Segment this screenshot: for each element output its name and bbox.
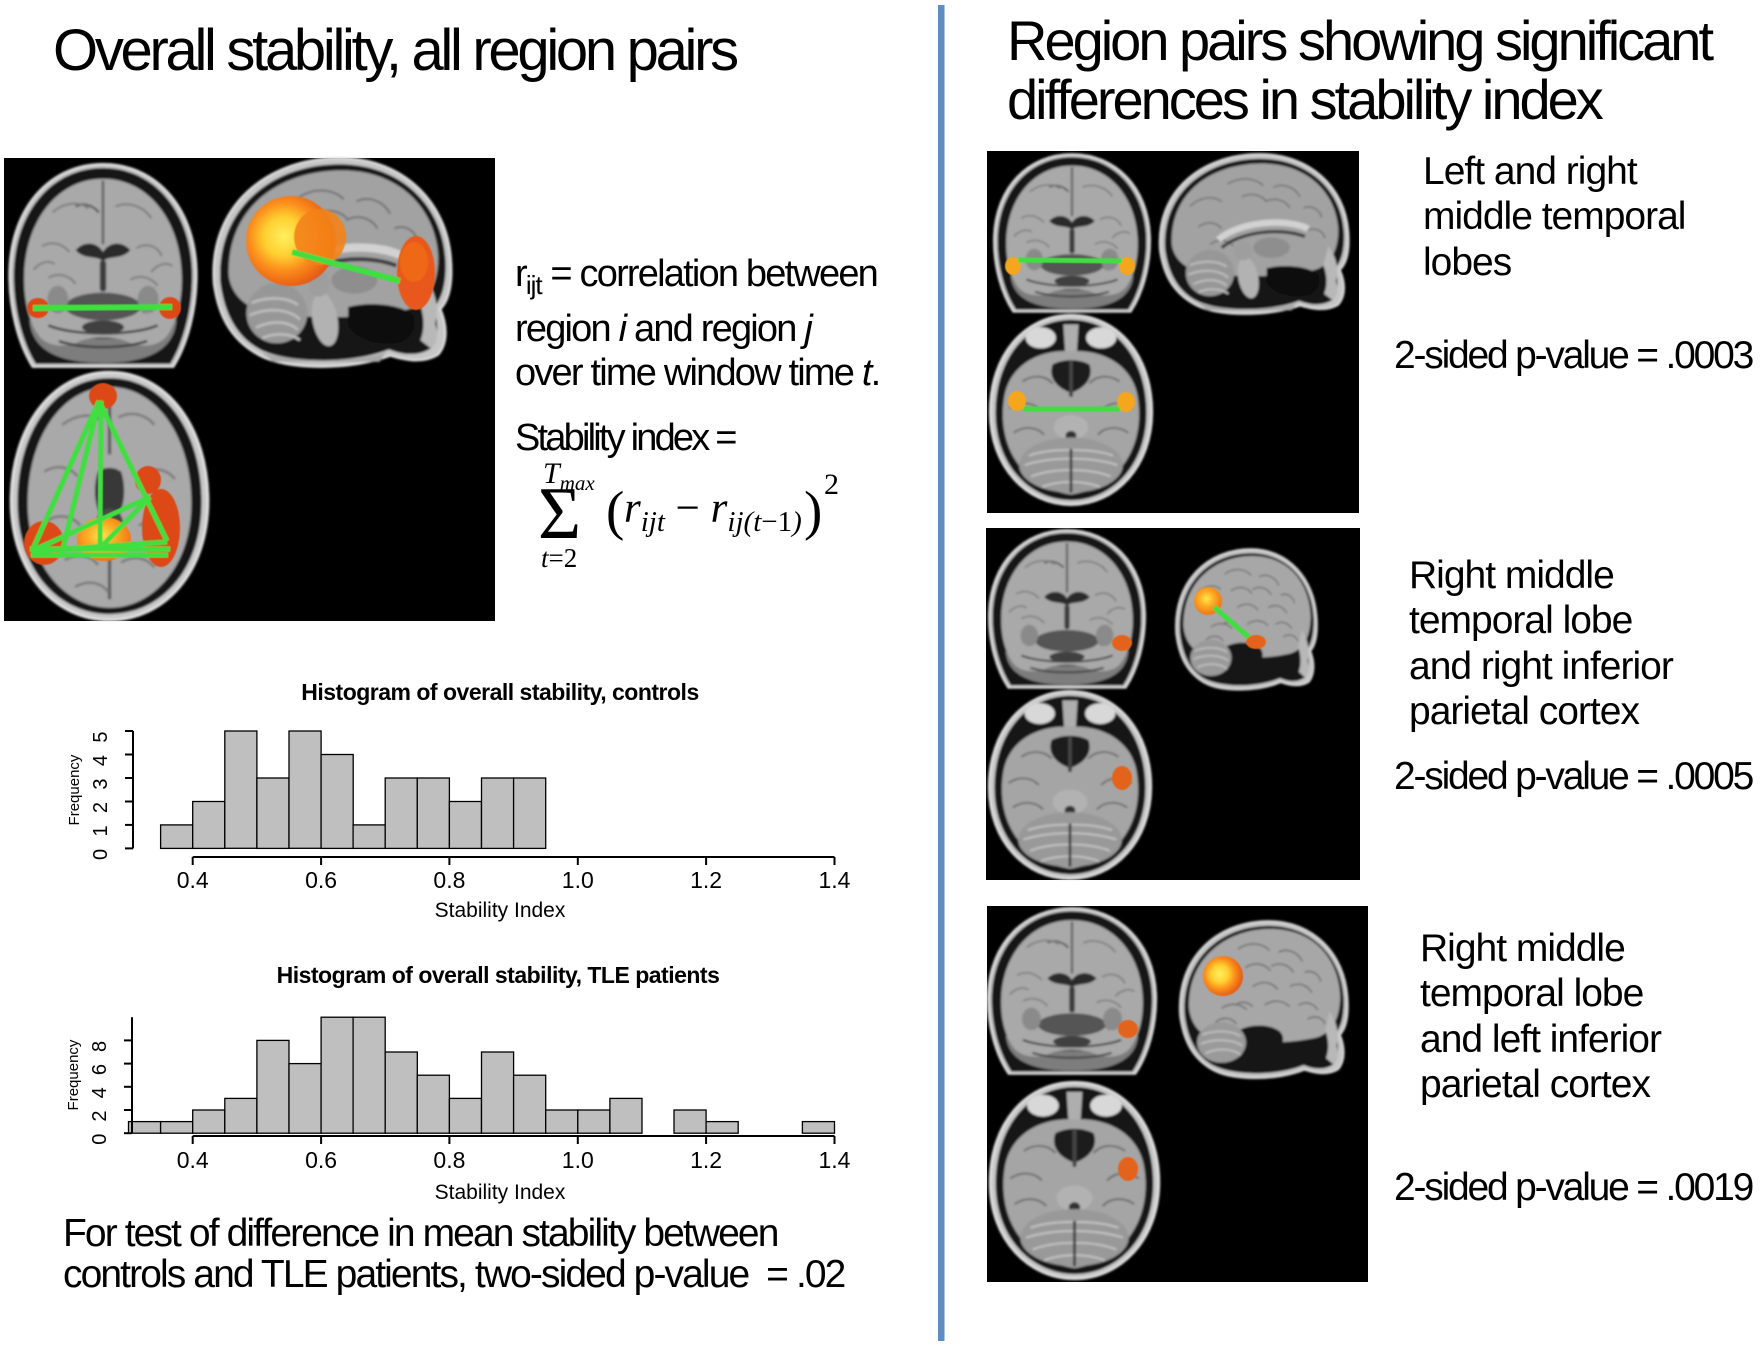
svg-text:0.8: 0.8	[433, 1147, 465, 1173]
svg-text:2: 2	[89, 1110, 111, 1121]
svg-text:5: 5	[90, 731, 112, 742]
svg-text:2: 2	[90, 802, 112, 813]
svg-text:8: 8	[89, 1041, 111, 1052]
svg-text:t=2: t=2	[541, 543, 577, 573]
svg-text:6: 6	[89, 1064, 111, 1075]
svg-text:1.2: 1.2	[690, 1147, 722, 1173]
svg-text:(: (	[606, 480, 624, 541]
svg-text:Stability Index: Stability Index	[435, 1181, 566, 1204]
svg-text:3: 3	[90, 778, 112, 789]
svg-text:1.4: 1.4	[819, 867, 851, 893]
svg-text:Histogram of overall stability: Histogram of overall stability, controls	[301, 679, 699, 705]
svg-text:1.4: 1.4	[819, 1147, 851, 1173]
svg-text:0.6: 0.6	[305, 867, 337, 893]
svg-text:Frequency: Frequency	[66, 754, 83, 825]
svg-text:0.4: 0.4	[177, 867, 209, 893]
svg-text:0.8: 0.8	[433, 867, 465, 893]
svg-text:4: 4	[89, 1087, 111, 1098]
svg-text:4: 4	[90, 755, 112, 766]
svg-text:Σ: Σ	[538, 473, 581, 555]
svg-text:2: 2	[824, 468, 839, 501]
svg-text:0: 0	[90, 849, 112, 860]
svg-text:1: 1	[90, 825, 112, 836]
svg-text:1.0: 1.0	[562, 1147, 594, 1173]
svg-text:0.6: 0.6	[305, 1147, 337, 1173]
svg-text:0: 0	[89, 1134, 111, 1145]
svg-text:Frequency: Frequency	[65, 1039, 82, 1110]
svg-text:1.0: 1.0	[562, 867, 594, 893]
svg-text:): )	[804, 480, 822, 541]
svg-text:0.4: 0.4	[177, 1147, 209, 1173]
svg-text:Stability Index: Stability Index	[435, 899, 566, 922]
svg-text:1.2: 1.2	[690, 867, 722, 893]
svg-text:rijt − rij(t−1): rijt − rij(t−1)	[624, 485, 802, 538]
svg-text:Histogram of overall stability: Histogram of overall stability, TLE pati…	[277, 962, 720, 988]
